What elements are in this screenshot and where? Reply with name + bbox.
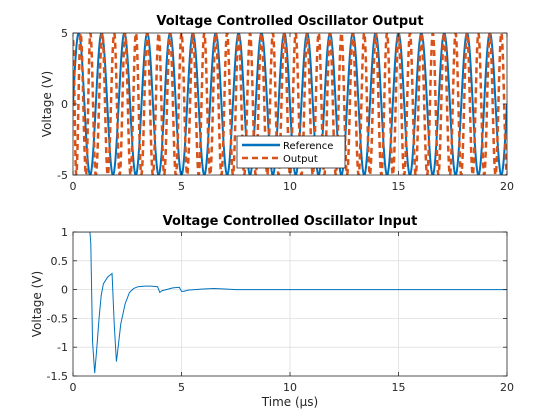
bottom-y-tick-label: 0.5 <box>51 255 69 268</box>
top-x-tick-label: 5 <box>178 180 185 193</box>
bottom-y-tick-label: -0.5 <box>47 312 68 325</box>
top-x-tick-label: 10 <box>283 180 297 193</box>
bottom-y-tick-label: 0 <box>61 284 68 297</box>
bottom-y-tick-label: -1.5 <box>47 370 68 383</box>
top-x-tick-label: 20 <box>500 180 514 193</box>
bottom-y-tick-label: 1 <box>61 226 68 239</box>
bottom-axes: 0 5 10 15 20 1 0.5 0 -0.5 -1 -1.5 Voltage Controll… <box>30 214 514 409</box>
bottom-ticks: 0 5 10 15 20 1 0.5 0 -0.5 -1 -1.5 <box>47 226 514 394</box>
bottom-y-axis-label: Voltage (V) <box>30 271 44 337</box>
bottom-x-axis-label: Time (μs) <box>261 395 318 409</box>
bottom-x-tick-label: 0 <box>70 381 77 394</box>
top-y-tick-label: 5 <box>61 27 68 40</box>
legend-box <box>236 135 346 169</box>
top-chart-title: Voltage Controlled Oscillator Output <box>156 14 423 29</box>
legend-label-reference: Reference <box>283 141 333 152</box>
top-x-tick-label: 0 <box>70 180 77 193</box>
series-line-output <box>73 33 507 175</box>
bottom-y-tick-label: -1 <box>57 341 68 354</box>
top-plot-clip <box>73 33 507 175</box>
top-y-axis-label: Voltage (V) <box>40 71 54 137</box>
bottom-x-tick-label: 15 <box>392 381 406 394</box>
top-x-tick-label: 15 <box>392 180 406 193</box>
bottom-x-tick-label: 10 <box>283 381 297 394</box>
bottom-plot-clip <box>73 232 507 374</box>
legend-label-output: Output <box>283 154 318 165</box>
series-line-input <box>73 232 507 374</box>
top-y-tick-label: -5 <box>57 169 68 182</box>
top-legend: Reference Output <box>236 135 346 169</box>
bottom-chart-title: Voltage Controlled Oscillator Input <box>163 214 418 229</box>
bottom-x-tick-label: 5 <box>178 381 185 394</box>
bottom-x-tick-label: 20 <box>500 381 514 394</box>
top-y-tick-label: 0 <box>61 98 68 111</box>
